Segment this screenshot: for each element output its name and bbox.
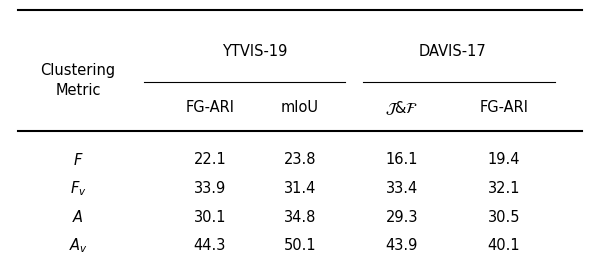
Text: 43.9: 43.9 xyxy=(386,238,418,253)
Text: 33.9: 33.9 xyxy=(194,181,226,196)
Text: 50.1: 50.1 xyxy=(284,238,316,253)
Text: 16.1: 16.1 xyxy=(386,152,418,167)
Text: $A_v$: $A_v$ xyxy=(68,236,88,255)
Text: 32.1: 32.1 xyxy=(488,181,520,196)
Text: FG-ARI: FG-ARI xyxy=(479,100,529,115)
Text: 33.4: 33.4 xyxy=(386,181,418,196)
Text: 19.4: 19.4 xyxy=(488,152,520,167)
Text: 40.1: 40.1 xyxy=(488,238,520,253)
Text: DAVIS-17: DAVIS-17 xyxy=(419,44,487,60)
Text: 29.3: 29.3 xyxy=(386,210,418,225)
Text: Clustering
Metric: Clustering Metric xyxy=(40,63,116,98)
Text: $\mathcal{J}$&$\mathcal{F}$: $\mathcal{J}$&$\mathcal{F}$ xyxy=(385,99,419,117)
Text: mIoU: mIoU xyxy=(281,100,319,115)
Text: $F_v$: $F_v$ xyxy=(70,179,86,198)
Text: 23.8: 23.8 xyxy=(284,152,316,167)
Text: 30.1: 30.1 xyxy=(194,210,226,225)
Text: 31.4: 31.4 xyxy=(284,181,316,196)
Text: 44.3: 44.3 xyxy=(194,238,226,253)
Text: FG-ARI: FG-ARI xyxy=(185,100,235,115)
Text: YTVIS-19: YTVIS-19 xyxy=(223,44,287,60)
Text: 34.8: 34.8 xyxy=(284,210,316,225)
Text: $F$: $F$ xyxy=(73,152,83,168)
Text: 22.1: 22.1 xyxy=(194,152,226,167)
Text: 30.5: 30.5 xyxy=(488,210,520,225)
Text: $A$: $A$ xyxy=(72,209,84,225)
